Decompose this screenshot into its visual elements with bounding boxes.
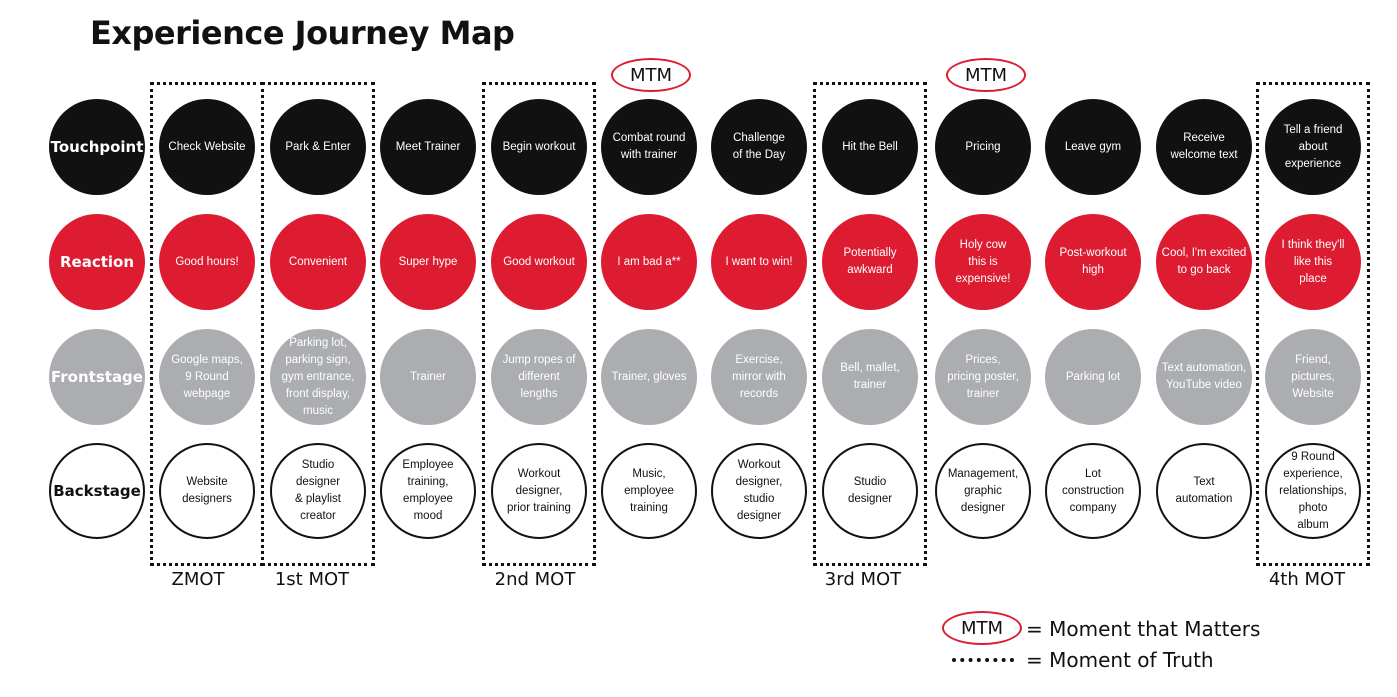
backstage-circle: Website designers — [159, 443, 255, 539]
touchpoint-circle: Pricing — [935, 99, 1031, 195]
reaction-circle: I want to win! — [711, 214, 807, 310]
legend-mtm-oval: MTM — [942, 611, 1022, 645]
backstage-circle: 9 Round experience, relationships, photo… — [1265, 443, 1361, 539]
touchpoint-circle: Check Website — [159, 99, 255, 195]
row-header-frontstage: Frontstage — [49, 329, 145, 425]
backstage-circle: Music, employee training — [601, 443, 697, 539]
reaction-circle: Convenient — [270, 214, 366, 310]
reaction-circle: Cool, I'm excited to go back — [1156, 214, 1252, 310]
frontstage-circle: Parking lot — [1045, 329, 1141, 425]
touchpoint-circle: Hit the Bell — [822, 99, 918, 195]
reaction-circle: Good hours! — [159, 214, 255, 310]
mot-label-3rd: 3rd MOT — [824, 569, 902, 590]
mot-label-1st: 1st MOT — [274, 569, 350, 590]
frontstage-circle: Exercise, mirror with records — [711, 329, 807, 425]
backstage-circle: Employee training, employee mood — [380, 443, 476, 539]
mot-label-4th: 4th MOT — [1268, 569, 1346, 590]
backstage-circle: Studio designer & playlist creator — [270, 443, 366, 539]
mot-label-2nd: 2nd MOT — [494, 569, 576, 590]
row-header-touchpoint: Touchpoint — [49, 99, 145, 195]
backstage-circle: Studio designer — [822, 443, 918, 539]
row-header-backstage: Backstage — [49, 443, 145, 539]
touchpoint-circle: Receive welcome text — [1156, 99, 1252, 195]
reaction-circle: I think they'll like this place — [1265, 214, 1361, 310]
frontstage-circle: Parking lot, parking sign, gym entrance,… — [270, 329, 366, 425]
frontstage-circle: Trainer, gloves — [601, 329, 697, 425]
touchpoint-circle: Challenge of the Day — [711, 99, 807, 195]
mot-box-4th — [1256, 82, 1370, 566]
backstage-circle: Management, graphic designer — [935, 443, 1031, 539]
mtm-oval-pricing: MTM — [946, 58, 1026, 92]
frontstage-circle: Bell, mallet, trainer — [822, 329, 918, 425]
touchpoint-circle: Leave gym — [1045, 99, 1141, 195]
mot-box-zmot — [150, 82, 264, 566]
backstage-circle: Workout designer, studio designer — [711, 443, 807, 539]
mot-box-1st — [261, 82, 375, 566]
backstage-circle: Text automation — [1156, 443, 1252, 539]
touchpoint-circle: Park & Enter — [270, 99, 366, 195]
reaction-circle: Potentially awkward — [822, 214, 918, 310]
touchpoint-circle: Combat round with trainer — [601, 99, 697, 195]
backstage-circle: Workout designer, prior training — [491, 443, 587, 539]
reaction-circle: Post-workout high — [1045, 214, 1141, 310]
frontstage-circle: Jump ropes of different lengths — [491, 329, 587, 425]
touchpoint-circle: Tell a friend about experience — [1265, 99, 1361, 195]
frontstage-circle: Trainer — [380, 329, 476, 425]
frontstage-circle: Prices, pricing poster, trainer — [935, 329, 1031, 425]
mot-box-2nd — [482, 82, 596, 566]
reaction-circle: I am bad a** — [601, 214, 697, 310]
frontstage-circle: Text automation, YouTube video — [1156, 329, 1252, 425]
reaction-circle: Good workout — [491, 214, 587, 310]
frontstage-circle: Friend, pictures, Website — [1265, 329, 1361, 425]
legend-mot-text: = Moment of Truth — [1026, 648, 1214, 672]
legend-mtm-text: = Moment that Matters — [1026, 617, 1261, 641]
mot-label-zmot: ZMOT — [171, 569, 225, 590]
frontstage-circle: Google maps, 9 Round webpage — [159, 329, 255, 425]
reaction-circle: Holy cow this is expensive! — [935, 214, 1031, 310]
touchpoint-circle: Meet Trainer — [380, 99, 476, 195]
backstage-circle: Lot construction company — [1045, 443, 1141, 539]
mot-box-3rd — [813, 82, 927, 566]
row-header-reaction: Reaction — [49, 214, 145, 310]
legend-dotted-line — [952, 658, 1014, 662]
page-title: Experience Journey Map — [90, 14, 515, 52]
mtm-oval-combat: MTM — [611, 58, 691, 92]
reaction-circle: Super hype — [380, 214, 476, 310]
touchpoint-circle: Begin workout — [491, 99, 587, 195]
